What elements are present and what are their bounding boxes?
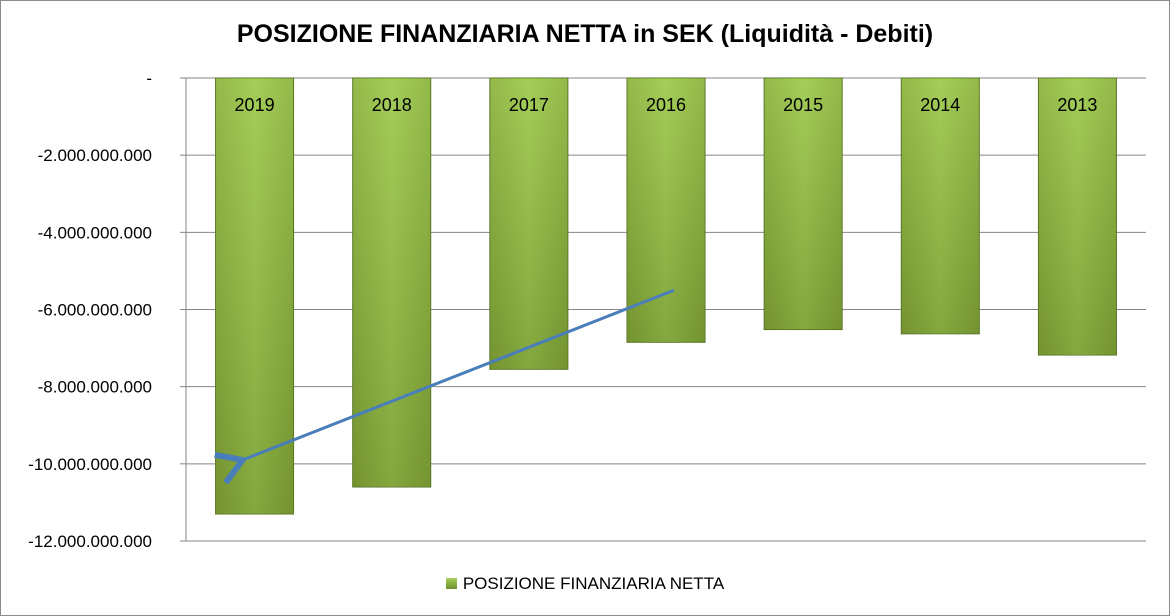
bar-2015 <box>763 77 843 331</box>
legend-label: POSIZIONE FINANZIARIA NETTA <box>462 574 725 593</box>
legend: POSIZIONE FINANZIARIA NETTA <box>0 574 1170 594</box>
y-tick-label: -8.000.000.000 <box>38 378 152 397</box>
x-category-label: 2019 <box>235 95 275 115</box>
bar-2019 <box>215 77 295 515</box>
bar-2014 <box>900 77 980 335</box>
chart-title: POSIZIONE FINANZIARIA NETTA in SEK (Liqu… <box>236 20 934 48</box>
y-tick-label: - <box>146 69 152 88</box>
trend-arrow <box>214 288 675 485</box>
x-category-label: 2013 <box>1057 95 1097 115</box>
bar-2016 <box>626 77 706 343</box>
y-tick-label: -4.000.000.000 <box>38 223 152 242</box>
x-category-label: 2014 <box>920 95 960 115</box>
y-tick-label: -2.000.000.000 <box>38 146 152 165</box>
x-category-label: 2016 <box>646 95 686 115</box>
x-category-label: 2015 <box>783 95 823 115</box>
bar-2018 <box>352 77 432 488</box>
x-category-label: 2017 <box>509 95 549 115</box>
x-category-label: 2018 <box>372 95 412 115</box>
y-tick-label: -10.000.000.000 <box>28 455 152 474</box>
y-tick-label: -12.000.000.000 <box>28 532 152 551</box>
bar-2017 <box>489 77 569 370</box>
legend-swatch <box>445 578 457 589</box>
bar-2013 <box>1037 77 1117 356</box>
y-tick-label: -6.000.000.000 <box>38 301 152 320</box>
